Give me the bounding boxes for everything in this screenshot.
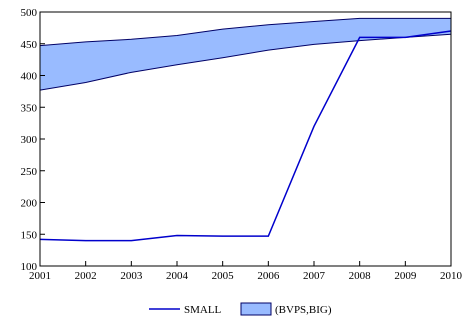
series-line-small [39, 30, 452, 242]
x-tick-label: 2001 [29, 270, 51, 282]
band-layer [39, 17, 452, 91]
x-tick-label: 2005 [212, 270, 235, 282]
band-upper-edge [39, 17, 451, 47]
legend: SMALL (BVPS,BIG) [149, 302, 332, 316]
legend-swatch-band [240, 302, 272, 316]
y-tick-label: 400 [21, 71, 38, 83]
x-axis: 2001 2002 2003 2004 2005 2006 2007 2008 2009 2010 [29, 261, 462, 282]
y-tick-label: 450 [21, 39, 38, 51]
x-tick-label: 2003 [120, 270, 143, 282]
y-axis: 100 150 200 250 300 350 400 450 500 [21, 7, 45, 273]
y-tick-label: 250 [21, 166, 38, 178]
y-tick-label: 500 [21, 7, 38, 19]
x-tick-label: 2007 [303, 270, 326, 282]
legend-label-small: SMALL [184, 304, 222, 316]
legend-label-band: (BVPS,BIG) [275, 304, 332, 316]
y-tick-label: 150 [21, 229, 38, 241]
x-tick-label: 2010 [440, 270, 462, 282]
x-tick-label: 2004 [166, 270, 189, 282]
line-layer [39, 30, 452, 242]
y-tick-label: 200 [21, 198, 38, 210]
x-tick-label: 2009 [394, 270, 417, 282]
y-tick-label: 300 [21, 134, 38, 146]
y-tick-label: 350 [21, 102, 38, 114]
x-tick-label: 2008 [349, 270, 372, 282]
band-lower-edge [39, 33, 452, 91]
y-tick-label: 100 [21, 261, 38, 273]
band-area [40, 18, 451, 91]
x-tick-label: 2006 [257, 270, 280, 282]
x-tick-label: 2002 [75, 270, 97, 282]
